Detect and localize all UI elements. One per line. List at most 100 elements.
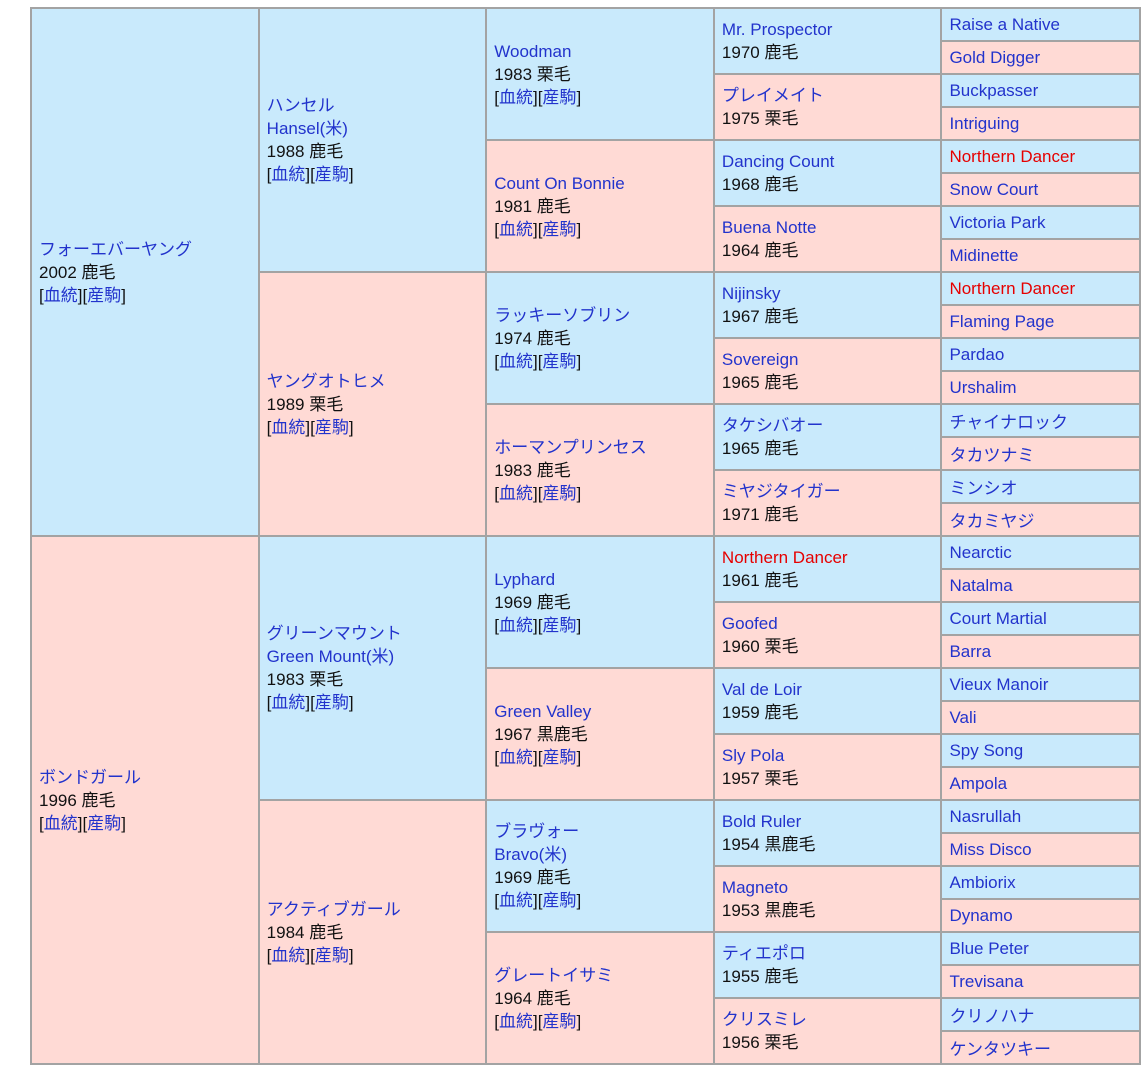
horse-link[interactable]: Snow Court	[949, 179, 1039, 199]
horse-link[interactable]: Gold Digger	[949, 47, 1041, 67]
blood-link[interactable]: 血統	[271, 165, 306, 184]
blood-link[interactable]: 血統	[498, 483, 533, 503]
horse-link[interactable]: ハンセル	[266, 96, 335, 115]
blood-link[interactable]: 血統	[271, 417, 306, 437]
blood-link[interactable]: 血統	[498, 891, 533, 910]
horse-link-en[interactable]: Hansel(米)	[266, 119, 348, 138]
horse-link[interactable]: Nijinsky	[721, 284, 781, 303]
horse-link[interactable]: クリスミレ	[721, 1010, 807, 1029]
offspring-link[interactable]: 産駒	[314, 945, 349, 965]
offspring-link[interactable]: 産駒	[542, 891, 577, 910]
horse-link[interactable]: Northern Dancer	[949, 146, 1076, 166]
horse-link[interactable]: Sly Pola	[721, 746, 785, 765]
horse-link[interactable]: Ampola	[949, 773, 1008, 793]
horse-link[interactable]: Pardao	[949, 344, 1005, 364]
horse-link[interactable]: Flaming Page	[949, 311, 1055, 331]
offspring-link[interactable]: 産駒	[542, 1011, 577, 1031]
horse-link[interactable]: フォーエバーヤング	[39, 239, 192, 259]
offspring-link[interactable]: 産駒	[87, 285, 122, 305]
horse-link[interactable]: Dancing Count	[721, 152, 835, 171]
blood-link[interactable]: 血統	[498, 351, 533, 371]
horse-link[interactable]: Northern Dancer	[721, 548, 848, 567]
horse-info: 1981 鹿毛	[494, 196, 571, 216]
horse-link[interactable]: Barra	[949, 641, 992, 661]
horse-cell-count-on-bonnie: Count On Bonnie 1981 鹿毛 [血統][産駒]	[486, 140, 714, 272]
offspring-link[interactable]: 産駒	[314, 165, 349, 184]
horse-link[interactable]: ブラヴォー	[494, 822, 580, 841]
blood-link[interactable]: 血統	[271, 693, 306, 712]
horse-link-en[interactable]: Bravo(米)	[494, 845, 567, 864]
horse-link[interactable]: タカツナミ	[949, 446, 1035, 465]
offspring-link[interactable]: 産駒	[314, 693, 349, 712]
horse-link[interactable]: Magneto	[721, 878, 789, 897]
bracket: ]	[576, 87, 582, 107]
offspring-link[interactable]: 産駒	[542, 351, 577, 371]
horse-link[interactable]: Buena Notte	[721, 218, 817, 237]
horse-link[interactable]: Natalma	[949, 575, 1013, 595]
horse-link[interactable]: ホーマンプリンセス	[494, 437, 647, 457]
offspring-link[interactable]: 産駒	[542, 87, 577, 107]
horse-link[interactable]: ケンタツキー	[949, 1040, 1051, 1059]
horse-link[interactable]: Green Valley	[494, 701, 592, 721]
horse-link-en[interactable]: Green Mount(米)	[266, 647, 395, 666]
horse-link[interactable]: Lyphard	[494, 569, 556, 589]
horse-link[interactable]: Vieux Manoir	[949, 674, 1049, 694]
horse-link[interactable]: グレートイサミ	[494, 965, 614, 985]
offspring-link[interactable]: 産駒	[542, 615, 577, 635]
horse-link[interactable]: Sovereign	[721, 350, 799, 369]
horse-link[interactable]: Miss Disco	[949, 839, 1032, 859]
horse-link[interactable]: Goofed	[721, 614, 778, 633]
horse-link[interactable]: ボンドガール	[39, 767, 141, 787]
horse-link[interactable]: Bold Ruler	[721, 812, 802, 831]
offspring-link[interactable]: 産駒	[87, 813, 122, 833]
horse-link[interactable]: ラッキーソブリン	[494, 305, 631, 325]
horse-link[interactable]: プレイメイト	[721, 86, 824, 105]
horse-link[interactable]: Spy Song	[949, 740, 1024, 760]
offspring-link[interactable]: 産駒	[314, 417, 349, 437]
horse-link[interactable]: Trevisana	[949, 971, 1024, 991]
blood-link[interactable]: 血統	[498, 87, 533, 107]
horse-link[interactable]: ミンシオ	[949, 479, 1018, 498]
blood-link[interactable]: 血統	[498, 615, 533, 635]
horse-cell-sly-pola: Sly Pola 1957 栗毛	[713, 734, 942, 800]
blood-link[interactable]: 血統	[498, 747, 533, 767]
horse-link[interactable]: Court Martial	[949, 608, 1047, 628]
offspring-link[interactable]: 産駒	[542, 483, 577, 503]
horse-link[interactable]: Val de Loir	[721, 680, 802, 699]
horse-link[interactable]: Urshalim	[949, 377, 1017, 397]
horse-link[interactable]: Intriguing	[949, 113, 1020, 133]
horse-link[interactable]: ヤングオトヒメ	[266, 371, 386, 391]
horse-link[interactable]: Vali	[949, 707, 977, 727]
horse-link[interactable]: Buckpasser	[949, 80, 1039, 100]
horse-link[interactable]: Blue Peter	[949, 938, 1029, 958]
horse-link[interactable]: Ambiorix	[949, 872, 1016, 892]
horse-cell-snow-court: Snow Court	[941, 173, 1140, 206]
horse-link[interactable]: ミヤジタイガー	[721, 482, 841, 501]
blood-link[interactable]: 血統	[43, 813, 78, 833]
horse-link[interactable]: Nasrullah	[949, 806, 1022, 826]
blood-link[interactable]: 血統	[271, 945, 306, 965]
horse-link[interactable]: Victoria Park	[949, 212, 1046, 232]
blood-link[interactable]: 血統	[498, 219, 533, 239]
horse-link[interactable]: Woodman	[494, 41, 572, 61]
horse-link[interactable]: グリーンマウント	[266, 624, 402, 643]
horse-link[interactable]: Midinette	[949, 245, 1019, 265]
horse-cell-raise-a-native: Raise a Native	[941, 8, 1140, 41]
blood-link[interactable]: 血統	[43, 285, 78, 305]
horse-link[interactable]: チャイナロック	[949, 413, 1068, 432]
horse-link[interactable]: アクティブガール	[266, 899, 401, 919]
offspring-link[interactable]: 産駒	[542, 747, 577, 767]
horse-link[interactable]: タケシバオー	[721, 416, 824, 435]
horse-link[interactable]: Nearctic	[949, 542, 1012, 562]
blood-link[interactable]: 血統	[498, 1011, 533, 1031]
horse-link[interactable]: タカミヤジ	[949, 512, 1035, 531]
horse-link[interactable]: Count On Bonnie	[494, 173, 625, 193]
horse-link[interactable]: Raise a Native	[949, 14, 1061, 34]
horse-link[interactable]: クリノハナ	[949, 1007, 1035, 1026]
horse-link[interactable]: Dynamo	[949, 905, 1013, 925]
horse-link[interactable]: ティエポロ	[721, 944, 806, 963]
horse-link[interactable]: Northern Dancer	[949, 278, 1076, 298]
offspring-link[interactable]: 産駒	[542, 219, 577, 239]
horse-link[interactable]: Mr. Prospector	[721, 20, 833, 39]
bracket: [	[266, 693, 272, 712]
